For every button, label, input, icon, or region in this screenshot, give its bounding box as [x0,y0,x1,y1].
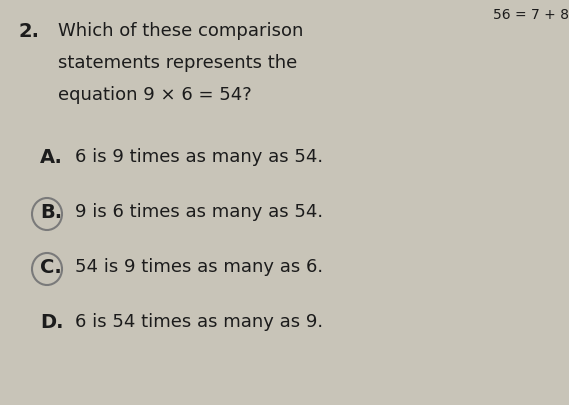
Text: 6 is 9 times as many as 54.: 6 is 9 times as many as 54. [75,148,323,166]
Text: 54 is 9 times as many as 6.: 54 is 9 times as many as 6. [75,257,323,275]
Text: A.: A. [40,148,63,166]
Text: equation 9 × 6 = 54?: equation 9 × 6 = 54? [58,86,251,104]
Text: C.: C. [40,257,62,276]
Text: 6 is 54 times as many as 9.: 6 is 54 times as many as 9. [75,312,323,330]
Text: D.: D. [40,312,64,331]
Text: B.: B. [40,202,62,222]
Text: 2.: 2. [18,22,39,41]
Text: Which of these comparison: Which of these comparison [58,22,303,40]
Text: statements represents the: statements represents the [58,54,297,72]
Text: 56 = 7 + 8: 56 = 7 + 8 [493,8,569,22]
Text: 9 is 6 times as many as 54.: 9 is 6 times as many as 54. [75,202,323,220]
